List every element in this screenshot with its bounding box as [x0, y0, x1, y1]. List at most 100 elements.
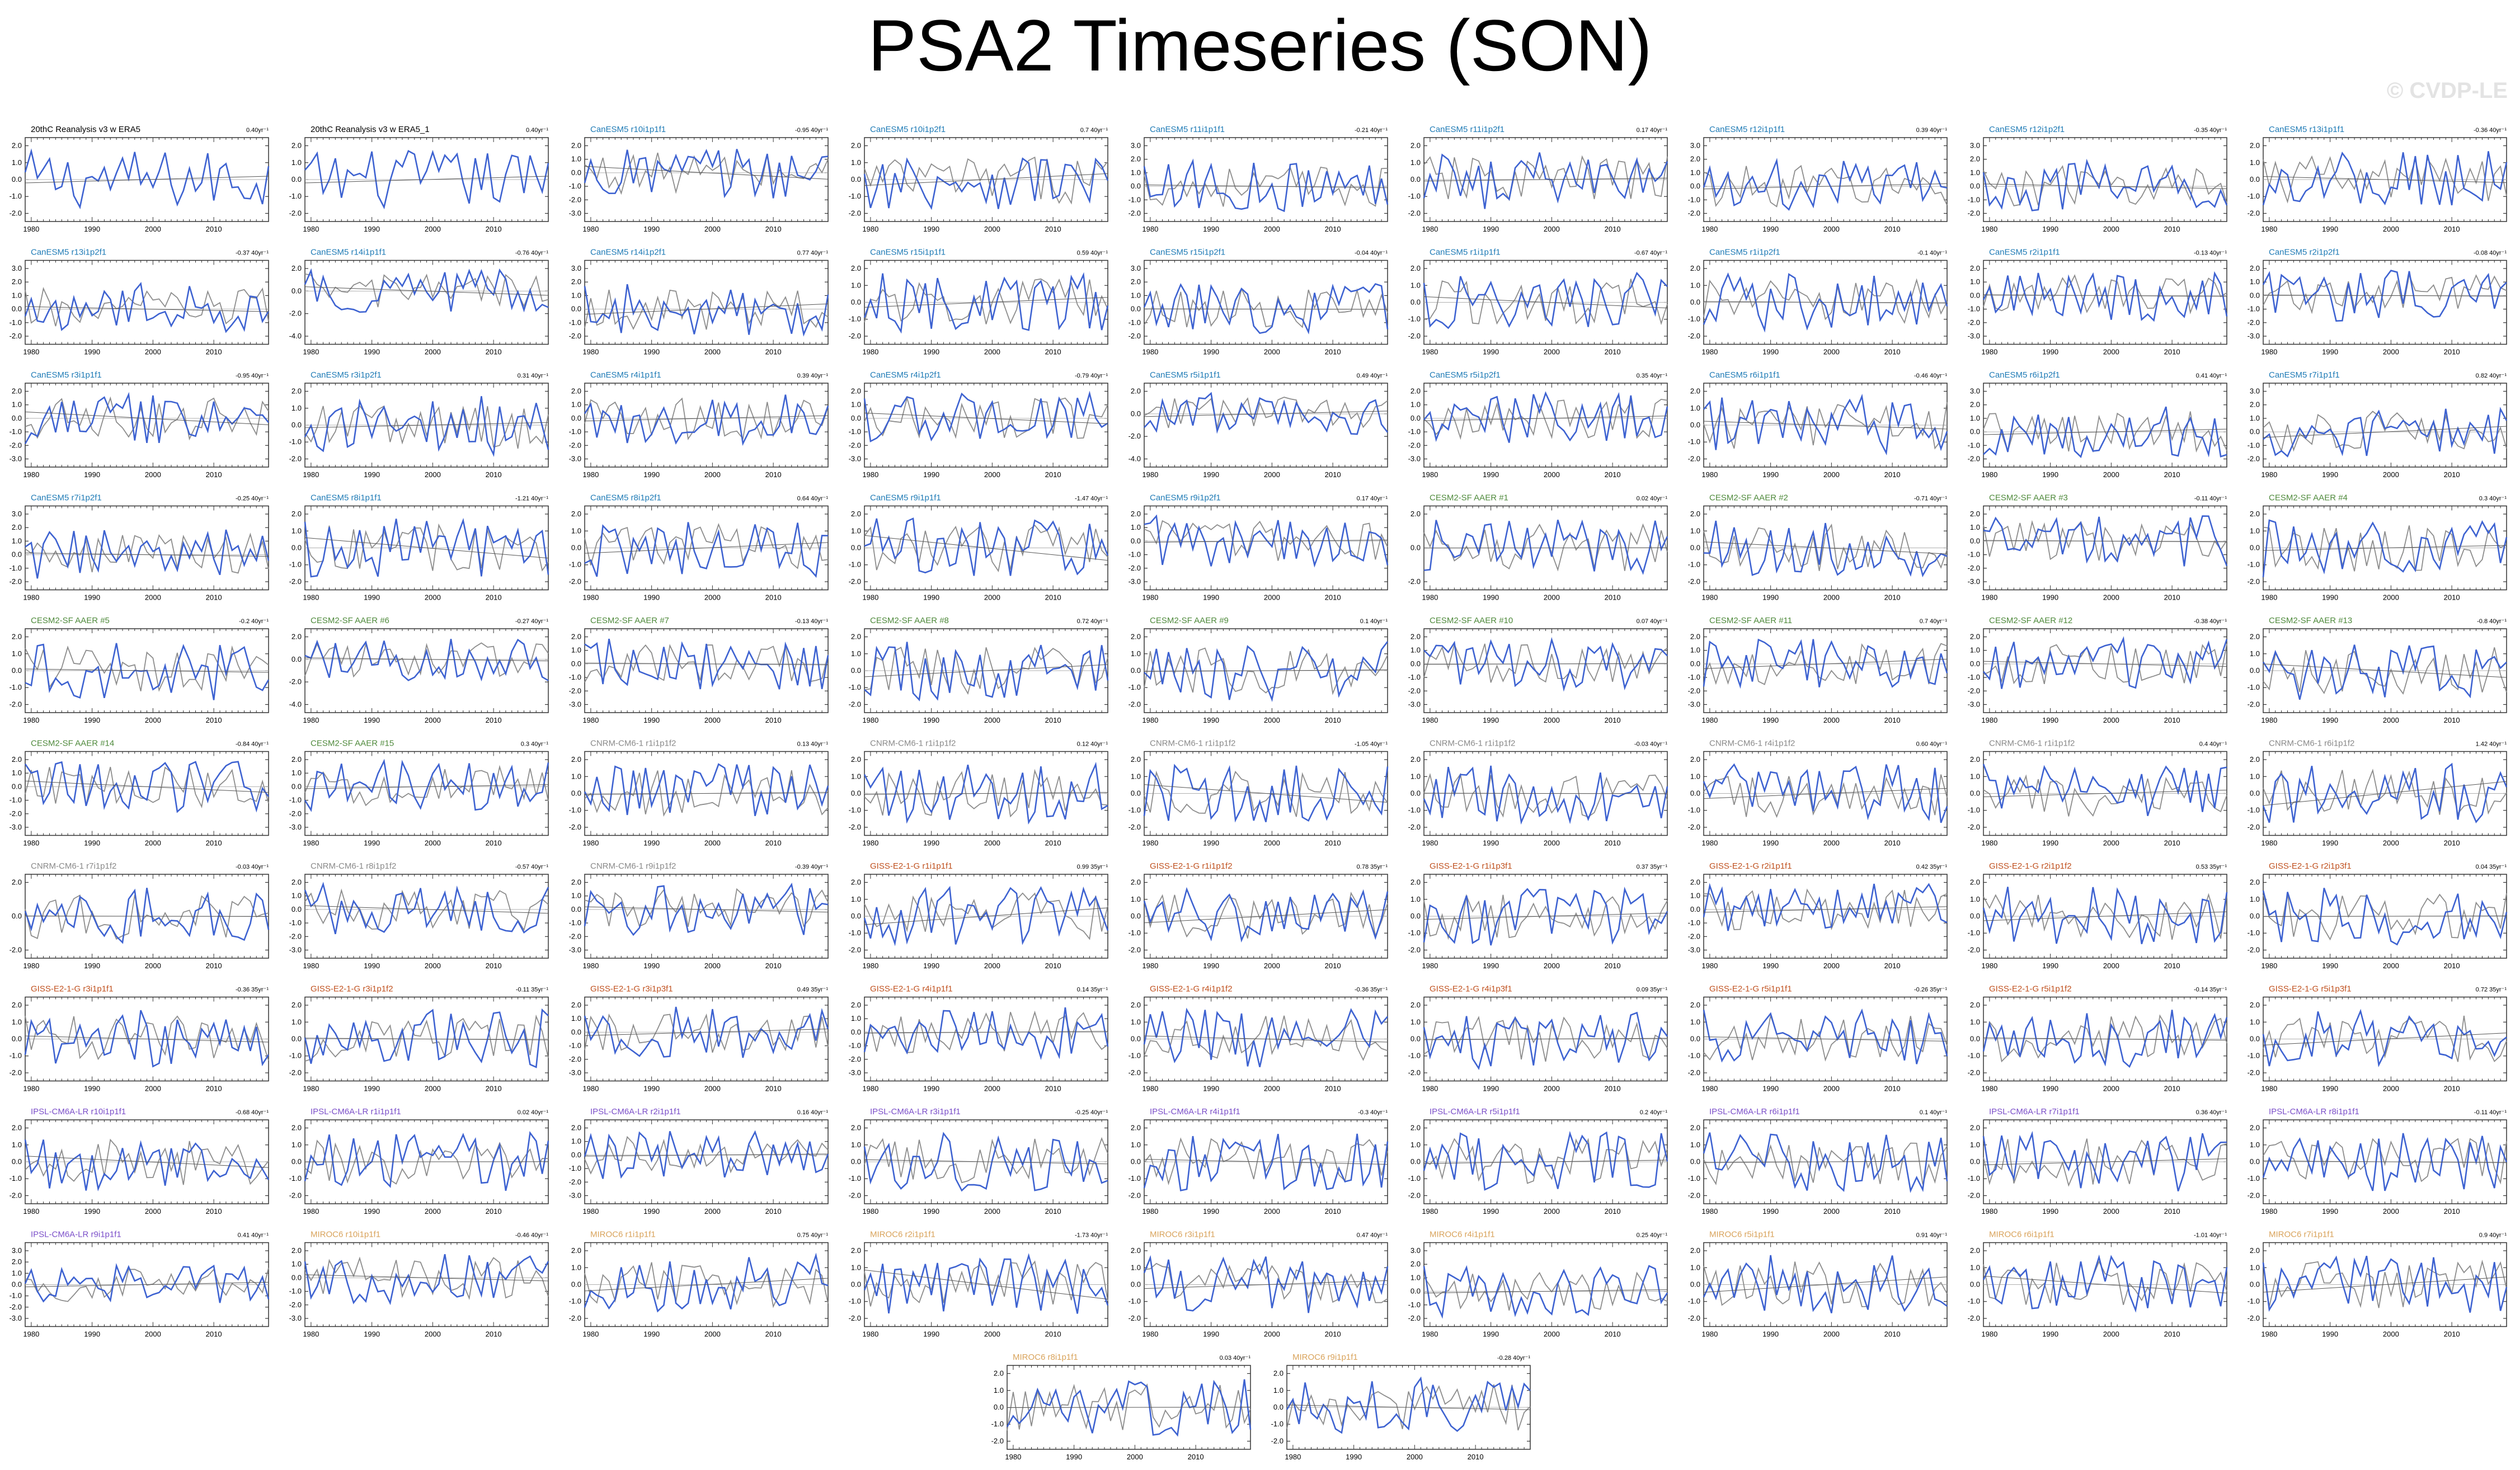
panel-trend: -0.08 40yr⁻¹ — [2474, 250, 2507, 257]
y-tick-label: 1.0 — [12, 769, 22, 777]
panel-frame — [1983, 383, 2227, 468]
x-tick-label: 2010 — [2164, 348, 2180, 356]
y-tick-label: -1.0 — [289, 437, 302, 446]
x-tick-label: 1990 — [84, 593, 100, 602]
page-title: PSA2 Timeseries (SON) — [868, 4, 1652, 86]
panel-trend: 0.77 40yr⁻¹ — [797, 250, 829, 257]
x-tick-label: 2000 — [704, 348, 721, 356]
panel-trend: 0.40yr⁻¹ — [526, 127, 548, 134]
y-tick-label: -3.0 — [1688, 700, 1700, 708]
y-tick-label: 1.0 — [1131, 649, 1141, 658]
x-tick-label: 2010 — [2444, 348, 2460, 356]
y-tick-label: 1.0 — [1131, 168, 1141, 177]
y-tick-label: 2.0 — [12, 755, 22, 764]
y-tick-label: -1.0 — [10, 683, 22, 691]
y-tick-label: -1.0 — [1968, 550, 1980, 559]
psa2-series-line — [1703, 520, 1948, 578]
trend-line — [584, 542, 829, 554]
y-tick-label: -1.0 — [569, 427, 581, 436]
y-tick-label: 2.0 — [12, 633, 22, 641]
x-tick-label: 1990 — [1483, 716, 1499, 724]
y-tick-label: 1.0 — [1411, 281, 1421, 289]
y-tick-label: 2.0 — [1411, 510, 1421, 518]
y-tick-label: 2.0 — [1690, 264, 1700, 272]
x-tick-label: 1990 — [1203, 225, 1219, 233]
y-tick-label: 2.0 — [1690, 155, 1700, 163]
x-tick-label: 1980 — [1142, 716, 1158, 724]
psa2-series-line — [1144, 641, 1389, 702]
panel-trend: 0.59 40yr⁻¹ — [1077, 250, 1108, 257]
y-tick-label: 2.0 — [292, 142, 302, 150]
y-tick-label: -2.0 — [569, 332, 581, 340]
x-tick-label: 1990 — [84, 470, 100, 479]
x-tick-label: 2000 — [984, 348, 1000, 356]
psa2-series-line — [1423, 391, 1668, 443]
y-tick-label: 1.0 — [1690, 526, 1700, 535]
y-tick-label: -2.0 — [1688, 209, 1700, 217]
x-tick-label: 1990 — [643, 470, 660, 479]
reference-series-line — [864, 278, 1108, 324]
y-tick-label: 2.0 — [2250, 510, 2260, 518]
x-tick-label: 2000 — [2383, 716, 2399, 724]
y-tick-label: 2.0 — [292, 264, 302, 272]
panel-label: CanESM5 r12i1p1f1 — [1709, 125, 1785, 134]
panel-label: CanESM5 r6i1p1f1 — [1709, 370, 1780, 380]
panel-trend: -1.21 40yr⁻¹ — [515, 496, 548, 502]
chart-panel: CanESM5 r8i1p1f1 -1.21 40yr⁻¹ 2.0 1.0 0.0 -1.… — [289, 493, 549, 602]
y-tick-label: 0.0 — [2250, 666, 2260, 675]
y-tick-label: 2.0 — [1131, 387, 1141, 395]
psa2-series-line — [24, 148, 270, 210]
y-tick-label: -1.0 — [1688, 560, 1700, 569]
x-tick-label: 1990 — [1483, 593, 1499, 602]
trend-line — [2263, 426, 2507, 438]
y-tick-label: 2.0 — [292, 387, 302, 395]
x-tick-label: 2000 — [425, 348, 441, 356]
x-tick-label: 1980 — [1142, 225, 1158, 233]
chart-panel: CanESM5 r2i1p2f1 -0.08 40yr⁻¹ 2.0 1.0 0.0 -1.… — [2248, 248, 2507, 356]
y-tick-label: -1.0 — [1688, 437, 1700, 446]
x-tick-label: 1980 — [1422, 593, 1438, 602]
x-tick-label: 1990 — [2042, 348, 2058, 356]
y-tick-label: 1.0 — [1411, 158, 1421, 167]
panel-label: CanESM5 r15i1p2f1 — [1150, 248, 1225, 257]
x-tick-label: 1980 — [582, 225, 599, 233]
y-tick-label: -1.0 — [1408, 427, 1421, 436]
y-tick-label: 1.0 — [571, 646, 581, 654]
x-tick-label: 1980 — [582, 470, 599, 479]
x-tick-label: 1990 — [1203, 348, 1219, 356]
y-tick-label: -2.0 — [289, 677, 302, 686]
y-tick-label: 3.0 — [1690, 142, 1700, 150]
y-tick-label: 1.0 — [292, 526, 302, 535]
panel-trend: -0.13 40yr⁻¹ — [795, 618, 828, 625]
y-tick-label: -1.0 — [1408, 315, 1421, 323]
chart-panel: CanESM5 r1i1p1f1 -0.67 40yr⁻¹ 2.0 1.0 0.0 -1.… — [1408, 248, 1668, 356]
y-tick-label: 2.0 — [2250, 401, 2260, 409]
x-tick-label: 1980 — [1701, 225, 1718, 233]
y-tick-label: 0.0 — [851, 544, 861, 552]
y-tick-label: 0.0 — [1970, 536, 1980, 545]
x-tick-label: 2010 — [2164, 593, 2180, 602]
chart-panel: CESM2-SF AAER #14 -0.84 40yr⁻¹ 2.0 1.0 0.0 -1… — [10, 739, 270, 847]
x-tick-label: 1990 — [1762, 716, 1779, 724]
psa2-series-line — [863, 272, 1109, 334]
reference-series-line — [25, 287, 269, 327]
panel-trend: -0.2 40yr⁻¹ — [239, 618, 269, 625]
y-tick-label: -1.0 — [10, 564, 22, 572]
y-tick-label: 1.0 — [12, 649, 22, 658]
psa2-series-line — [304, 396, 549, 457]
y-tick-label: 1.0 — [851, 649, 861, 658]
x-tick-label: 1990 — [2042, 225, 2058, 233]
y-tick-label: -2.0 — [1968, 454, 1980, 463]
x-tick-label: 1980 — [2261, 470, 2277, 479]
psa2-series-line — [2263, 407, 2508, 458]
y-tick-label: -2.0 — [1408, 209, 1421, 217]
y-tick-label: 2.0 — [12, 142, 22, 150]
y-tick-label: -1.0 — [289, 192, 302, 200]
y-tick-label: 0.0 — [292, 421, 302, 429]
panel-label: CESM2-SF AAER #4 — [2269, 493, 2348, 503]
x-tick-label: 2010 — [1325, 348, 1341, 356]
x-tick-label: 2000 — [2103, 716, 2119, 724]
y-tick-label: 2.0 — [571, 277, 581, 286]
y-tick-label: 0.0 — [12, 175, 22, 183]
panel-frame — [1423, 628, 1668, 713]
